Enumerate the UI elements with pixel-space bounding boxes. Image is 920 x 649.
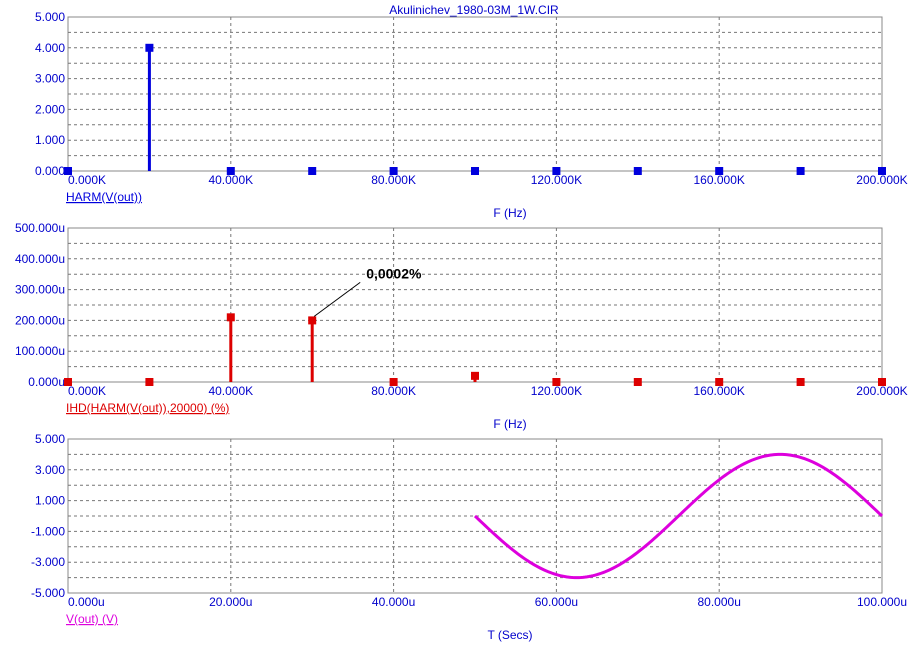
x-tick-label: 40.000K [208,384,253,398]
stem-marker [715,167,724,175]
y-tick-label: 0.000 [35,164,65,178]
y-tick-label: 200.000u [15,313,65,327]
stem-marker [145,378,154,386]
stem-marker [633,378,642,386]
y-tick-label: -1.000 [31,524,65,538]
y-tick-label: 3.000 [35,72,65,86]
y-tick-label: 100.000u [15,344,65,358]
x-tick-label: 120.000K [531,384,582,398]
x-tick-label: 20.000u [209,595,252,609]
y-tick-label: 0.000u [28,375,65,389]
x-tick-label: 60.000u [535,595,578,609]
x-tick-label: 80.000K [371,173,416,187]
stem-marker [226,167,235,175]
stem-marker [308,167,317,175]
x-tick-label: 0.000K [68,173,106,187]
y-tick-label: 4.000 [35,41,65,55]
stem-marker [308,316,317,325]
stem-marker [226,313,235,322]
x-tick-label: 200.000K [856,173,907,187]
series-legend: HARM(V(out)) [66,190,142,204]
plot-panel-2: 0.000u 100.000u 200.000u 300.000u 400.000u 50… [15,221,908,431]
y-tick-label: 300.000u [15,283,65,297]
stem-marker [796,378,805,386]
stem-marker [715,378,724,386]
y-tick-label: 1.000 [35,133,65,147]
x-tick-label: 80.000u [698,595,741,609]
x-tick-label: 160.000K [694,384,745,398]
annotation-label: 0,0002% [366,265,422,281]
x-tick-label: 200.000K [856,384,907,398]
y-tick-label: 5.000 [35,432,65,446]
series-legend: V(out) (V) [66,612,118,626]
page-title: Akulinichev_1980-03M_1W.CIR [389,3,559,17]
stem-marker [389,378,398,386]
stem-marker [552,378,561,386]
stem-marker [389,167,398,175]
y-tick-label: -3.000 [31,555,65,569]
x-tick-label: 40.000K [208,173,253,187]
stem-marker [64,167,72,175]
plot-panel-1: 0.000 1.000 2.000 3.000 4.000 5.000 0.000K 40.0… [35,10,908,220]
stem-marker [552,167,561,175]
x-tick-label: 0.000K [68,384,106,398]
x-tick-label: 40.000u [372,595,415,609]
stem-marker [878,378,886,386]
annotation-leader-line [313,281,361,317]
x-tick-label: 0.000u [68,595,105,609]
x-axis-label: F (Hz) [493,206,526,220]
series-legend: IHD(HARM(V(out)),20000) (%) [66,401,229,415]
stem-marker [471,371,479,380]
x-tick-label: 160.000K [694,173,745,187]
stem-marker [64,378,72,386]
y-tick-label: -5.000 [31,586,65,600]
stem-marker [471,167,479,175]
y-tick-label: 400.000u [15,252,65,266]
x-tick-label: 120.000K [531,173,582,187]
x-tick-label: 80.000K [371,384,416,398]
x-axis-label: T (Secs) [487,628,532,642]
plot-panel-3: -5.000 -3.000 -1.000 1.000 3.000 5.000 0.000u 2… [31,432,907,642]
y-tick-label: 500.000u [15,221,65,235]
stem-marker [878,167,886,175]
stem-marker [633,167,642,175]
x-tick-label: 100.000u [857,595,907,609]
y-tick-label: 2.000 [35,102,65,116]
y-tick-label: 1.000 [35,494,65,508]
x-axis-label: F (Hz) [493,417,526,431]
y-tick-label: 3.000 [35,463,65,477]
y-tick-label: 5.000 [35,10,65,24]
stem-marker [145,43,154,52]
series-line [473,452,884,580]
stem-marker [796,167,805,175]
